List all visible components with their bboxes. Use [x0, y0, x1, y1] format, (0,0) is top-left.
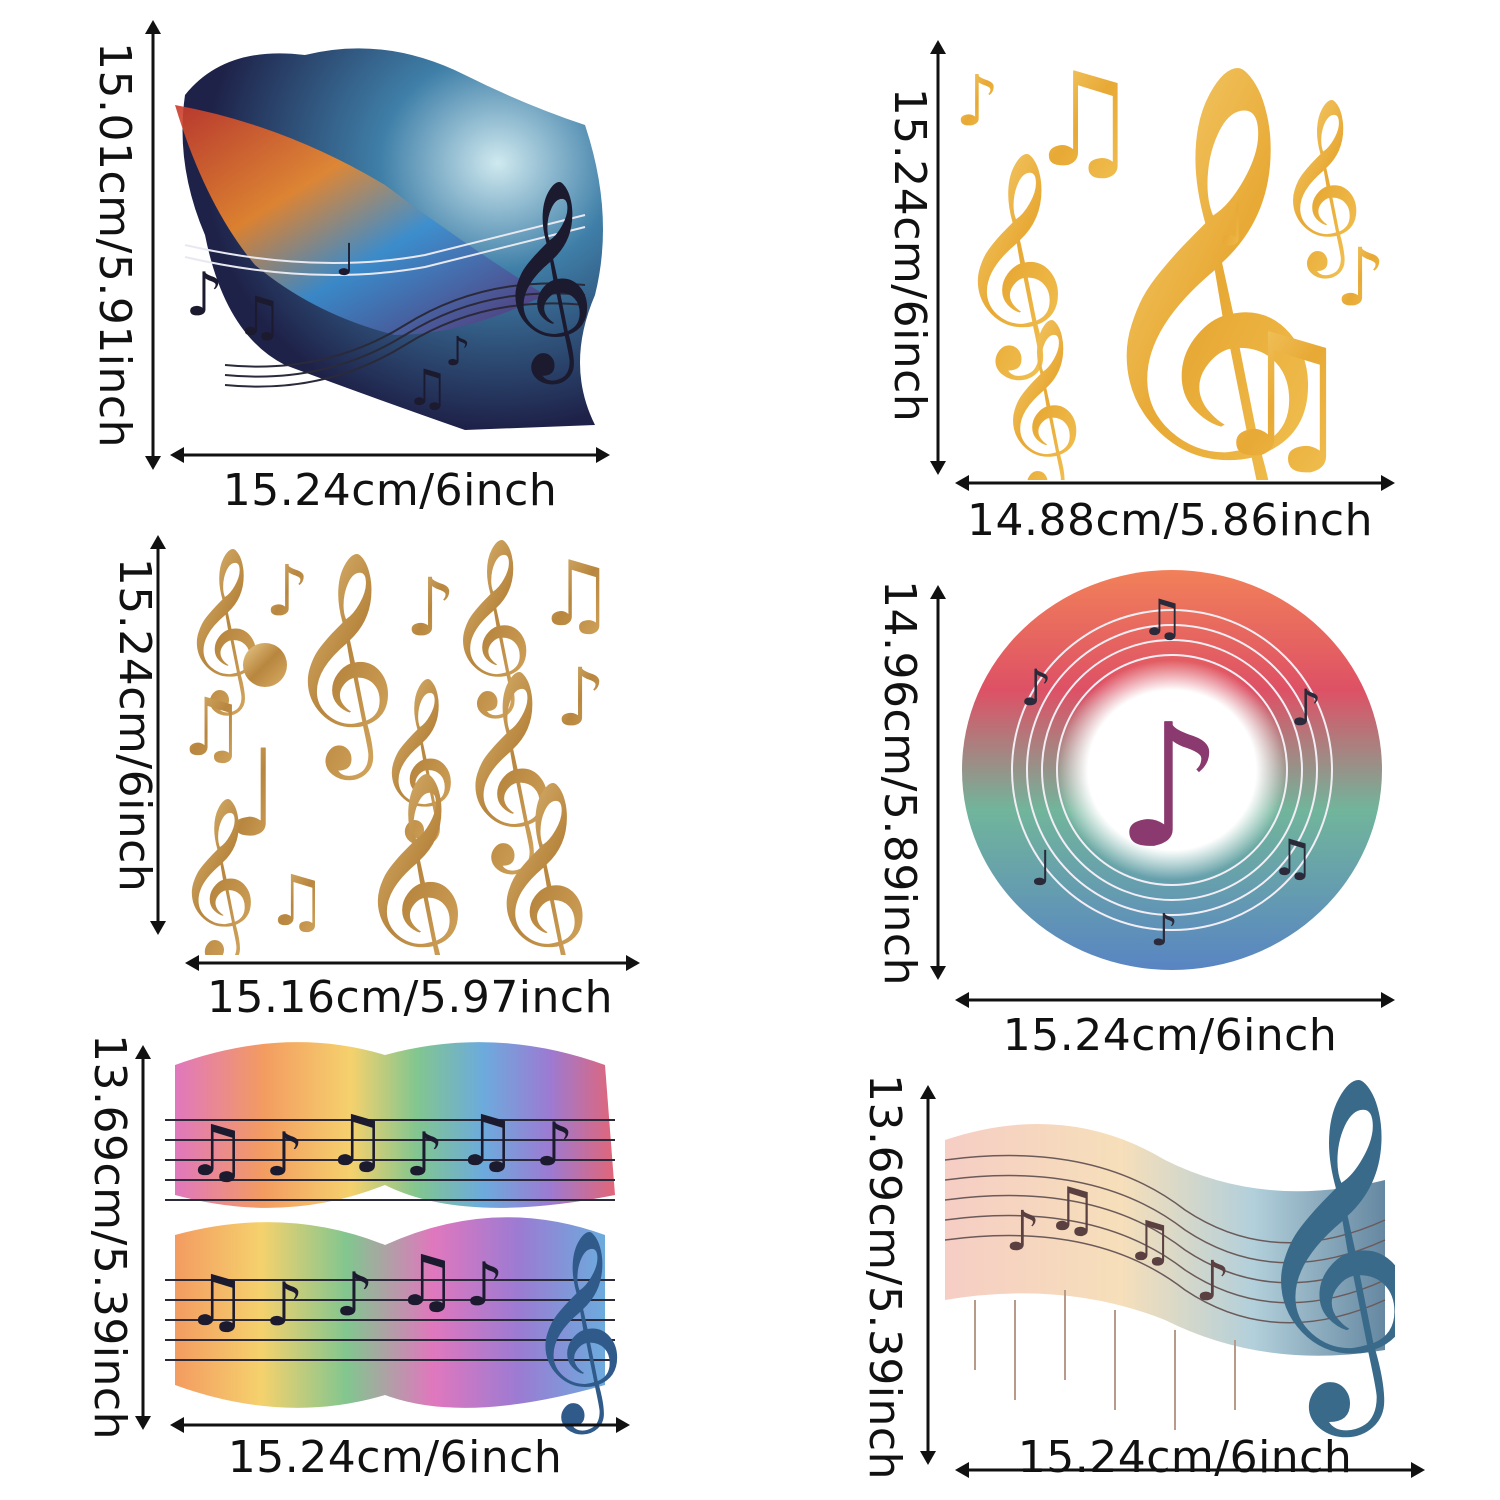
width-label: 15.16cm/5.97inch: [207, 972, 613, 1023]
svg-text:♫: ♫: [395, 1240, 458, 1322]
height-arrow: [920, 1085, 936, 1465]
width-arrow: [170, 1417, 630, 1433]
svg-text:♩: ♩: [1215, 180, 1248, 262]
svg-text:𝄞: 𝄞: [355, 769, 467, 955]
circular-watercolor-note-icon: ♪ ♫ ♪ ♪ ♩ ♫ ♪: [950, 555, 1395, 980]
width-label: 15.24cm/6inch: [1002, 1010, 1338, 1061]
svg-text:♫: ♫: [405, 359, 450, 417]
svg-text:♫: ♫: [185, 1260, 248, 1342]
svg-text:♪: ♪: [1335, 231, 1386, 324]
width-label: 15.24cm/6inch: [222, 465, 558, 516]
height-label: 15.24cm/6inch: [109, 557, 160, 893]
bronze-notes-icon: 𝄞 𝄞 𝄞 𝄞 𝄞 𝄞 𝄞 𝄞 ♫ ♪ ♪ ♩ ♫ ♪ ♫: [175, 525, 615, 955]
svg-text:♪: ♪: [445, 329, 471, 375]
height-label: 13.69cm/5.39inch: [859, 1074, 910, 1480]
width-arrow: [170, 447, 610, 463]
svg-text:♫: ♫: [1270, 829, 1315, 887]
golden-notes-icon: 𝄞 𝄞 𝄞 𝄞 ♫ ♫ ♪ ♪ ♩: [955, 25, 1395, 480]
rainbow-feather-staff-icon: 𝄞 ♪ ♫ ♩ ♫ ♪: [165, 35, 620, 445]
svg-text:♪: ♪: [185, 260, 223, 330]
svg-text:♫: ♫: [1045, 1175, 1099, 1245]
svg-text:𝄞: 𝄞: [285, 549, 397, 780]
height-label: 15.01cm/5.91inch: [89, 42, 140, 448]
svg-text:𝄞: 𝄞: [525, 1228, 620, 1434]
svg-text:𝄞: 𝄞: [995, 317, 1084, 480]
svg-text:♪: ♪: [265, 1270, 303, 1340]
svg-text:♪: ♪: [265, 1120, 303, 1190]
svg-text:♪: ♪: [1150, 905, 1178, 956]
svg-text:♪: ♪: [1020, 659, 1052, 717]
width-arrow: [955, 1462, 1425, 1478]
svg-text:♪: ♪: [335, 1260, 373, 1330]
svg-text:𝄞: 𝄞: [445, 537, 534, 719]
pastel-wave-staff-icon: ♪ ♫ ♫ ♪ 𝄞: [945, 1070, 1395, 1470]
height-arrow: [930, 40, 946, 475]
width-arrow: [185, 955, 640, 971]
svg-text:♪: ♪: [1195, 1249, 1230, 1313]
svg-text:♫: ♫: [1140, 589, 1185, 647]
svg-text:♫: ♫: [1205, 298, 1357, 480]
svg-text:♪: ♪: [955, 60, 1000, 142]
svg-text:𝄞: 𝄞: [1275, 97, 1364, 279]
width-label: 15.24cm/6inch: [1017, 1432, 1353, 1483]
height-arrow: [135, 1045, 151, 1430]
svg-text:𝄞: 𝄞: [955, 149, 1067, 380]
svg-text:𝄞: 𝄞: [180, 546, 263, 716]
width-arrow: [955, 992, 1395, 1008]
height-arrow: [145, 20, 161, 470]
svg-text:𝄞: 𝄞: [1245, 1072, 1395, 1439]
width-label: 14.88cm/5.86inch: [967, 495, 1373, 546]
svg-text:𝄞: 𝄞: [485, 779, 591, 955]
svg-text:♫: ♫: [535, 542, 615, 647]
height-label: 15.24cm/6inch: [884, 87, 935, 423]
svg-text:♫: ♫: [1125, 1209, 1174, 1273]
svg-text:𝄞: 𝄞: [175, 796, 258, 955]
svg-text:♫: ♫: [185, 1110, 248, 1192]
svg-text:♫: ♫: [175, 681, 247, 774]
svg-text:𝄞: 𝄞: [375, 676, 458, 846]
height-label: 13.69cm/5.39inch: [84, 1034, 135, 1440]
svg-text:𝄞: 𝄞: [1075, 57, 1329, 480]
width-label: 15.24cm/6inch: [227, 1432, 563, 1483]
rainbow-double-staff-icon: ♫ ♪ ♫ ♪ ♫ ♪ ♫ ♪ ♪ ♫ ♪ 𝄞: [165, 1025, 620, 1435]
svg-text:♫: ♫: [235, 285, 283, 348]
svg-text:♫: ♫: [455, 1100, 518, 1182]
height-arrow: [150, 535, 166, 935]
svg-text:♪: ♪: [405, 1120, 443, 1190]
svg-text:♪: ♪: [535, 1110, 573, 1180]
svg-text:♫: ♫: [325, 1100, 388, 1182]
svg-text:♪: ♪: [265, 550, 310, 632]
height-label: 14.96cm/5.89inch: [874, 580, 925, 986]
svg-text:♪: ♪: [465, 1250, 503, 1320]
svg-text:♩: ♩: [225, 725, 282, 864]
svg-text:♫: ♫: [265, 860, 328, 942]
svg-text:♪: ♪: [555, 651, 606, 744]
svg-text:♩: ♩: [335, 235, 356, 286]
width-arrow: [955, 475, 1395, 491]
height-arrow: [930, 585, 946, 980]
svg-text:♫: ♫: [1025, 44, 1142, 196]
svg-text:♪: ♪: [1115, 688, 1224, 886]
svg-text:𝄞: 𝄞: [455, 668, 555, 874]
svg-text:♪: ♪: [1290, 679, 1322, 737]
svg-text:♩: ♩: [1030, 841, 1053, 897]
svg-text:𝄞: 𝄞: [495, 178, 595, 384]
svg-text:♪: ♪: [1005, 1199, 1040, 1263]
svg-text:♪: ♪: [405, 561, 456, 654]
